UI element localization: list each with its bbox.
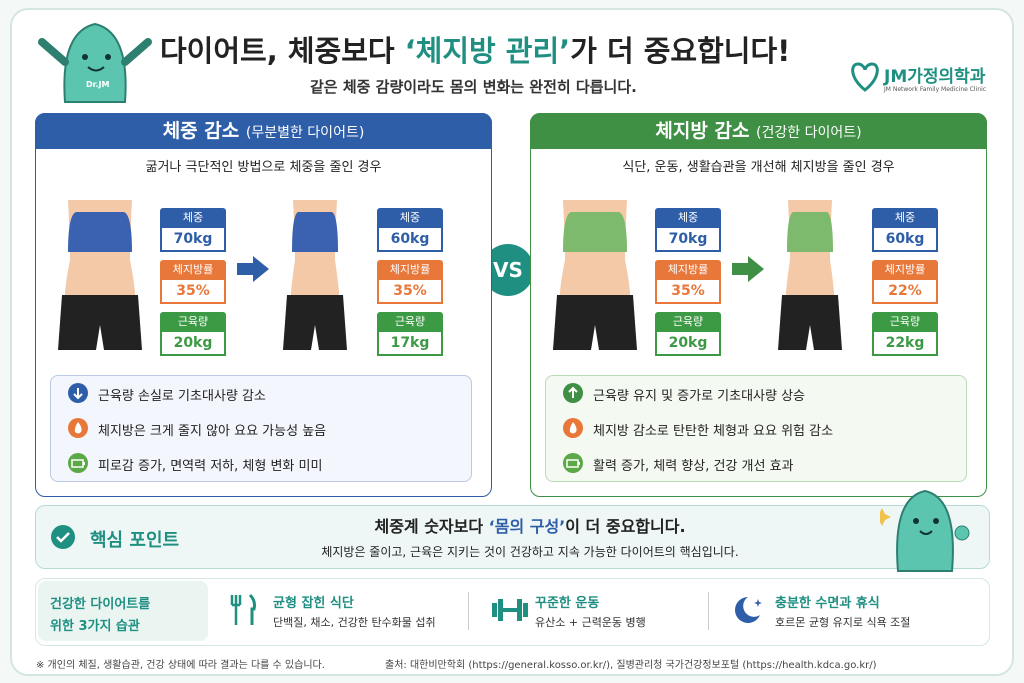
- headline-highlight: ‘몸의 구성’: [488, 517, 566, 536]
- stat-value: 35%: [377, 280, 443, 304]
- divider: [708, 592, 709, 630]
- body-figure: [760, 200, 860, 374]
- stat-value: 70kg: [160, 228, 226, 252]
- body-figure: [545, 200, 645, 374]
- habits-label: 건강한 다이어트를: [50, 597, 151, 612]
- mascot-thumbs: [873, 483, 975, 577]
- effect-icon: [563, 418, 583, 442]
- stat-label: 체지방률: [377, 260, 443, 280]
- panel-header: 체중 감소 (무분별한 다이어트): [35, 113, 492, 149]
- key-point-label: 핵심 포인트: [90, 530, 180, 551]
- habit-icon: [730, 593, 770, 633]
- stat-label: 체지방률: [872, 260, 938, 280]
- habits-label-bg: [38, 581, 208, 641]
- stat-label: 체중: [872, 208, 938, 228]
- effect-icon: [68, 453, 88, 477]
- effect-text: 체지방은 크게 줄지 않아 요요 가능성 높음: [98, 424, 327, 439]
- effect-text: 활력 증가, 체력 향상, 건강 개선 효과: [593, 459, 794, 474]
- effect-text: 근육량 손실로 기초대사량 감소: [98, 389, 266, 404]
- effect-text: 근육량 유지 및 증가로 기초대사량 상승: [593, 389, 806, 404]
- headline-part: 체중계 숫자보다: [374, 517, 489, 536]
- stat-label: 체중: [655, 208, 721, 228]
- title-part: 다이어트, 체중보다: [160, 34, 405, 68]
- mascot: [38, 22, 152, 103]
- stat-label: 체중: [160, 208, 226, 228]
- habit-title: 균형 잡힌 식단: [273, 596, 354, 611]
- check-icon: [50, 524, 76, 554]
- logo-name: JM가정의학과: [884, 67, 986, 87]
- stat-value: 20kg: [655, 332, 721, 356]
- panel-header: 체지방 감소 (건강한 다이어트): [530, 113, 987, 149]
- panel-title: 체지방 감소: [655, 120, 750, 142]
- effect-icon: [563, 453, 583, 477]
- habit-desc: 호르몬 균형 유지로 식욕 조절: [775, 616, 911, 629]
- stat-value: 22%: [872, 280, 938, 304]
- habit-desc: 단백질, 채소, 건강한 탄수화물 섭취: [273, 616, 436, 629]
- panel-title-note: (무분별한 다이어트): [245, 125, 365, 141]
- panel-description: 굶거나 극단적인 방법으로 체중을 줄인 경우: [145, 160, 382, 175]
- key-point-text: 체지방은 줄이고, 근육은 지키는 것이 건강하고 지속 가능한 다이어트의 핵…: [321, 545, 739, 559]
- title: 다이어트, 체중보다 ‘체지방 관리’가 더 중요합니다!: [160, 28, 790, 70]
- effect-text: 피로감 증가, 면역력 저하, 체형 변화 미미: [98, 459, 323, 474]
- title-highlight: ‘체지방 관리’: [404, 34, 571, 68]
- divider: [468, 592, 469, 630]
- footer-note: ※ 개인의 체질, 생활습관, 건강 상태에 따라 결과는 다를 수 있습니다.: [36, 660, 325, 671]
- effect-icon: [68, 418, 88, 442]
- habits-label: 위한 3가지 습관: [50, 619, 140, 634]
- body-figure: [50, 200, 150, 374]
- stat-value: 70kg: [655, 228, 721, 252]
- stat-label: 근육량: [377, 312, 443, 332]
- title-part: 가 더 중요합니다!: [570, 34, 791, 68]
- stat-value: 60kg: [377, 228, 443, 252]
- effect-icon: [563, 383, 583, 407]
- footer-source: 출처: 대한비만학회 (https://general.kosso.or.kr/…: [385, 660, 877, 671]
- habit-title: 꾸준한 운동: [535, 596, 600, 611]
- effect-icon: [68, 383, 88, 407]
- logo-icon: [851, 62, 879, 92]
- stat-label: 체지방률: [160, 260, 226, 280]
- key-point-headline: 체중계 숫자보다 ‘몸의 구성’이 더 중요합니다.: [300, 513, 760, 537]
- mascot-label: Dr.JM: [86, 80, 110, 89]
- arrow: [730, 254, 766, 288]
- effects-box: [545, 375, 967, 482]
- panel-title-note: (건강한 다이어트): [756, 125, 862, 141]
- habit-title: 충분한 수면과 휴식: [775, 596, 880, 611]
- stat-label: 근육량: [872, 312, 938, 332]
- key-point-box: [35, 505, 990, 569]
- habit-icon: [490, 593, 530, 633]
- headline-part: 이 더 중요합니다.: [565, 517, 686, 536]
- panel-description: 식단, 운동, 생활습관을 개선해 체지방을 줄인 경우: [622, 160, 895, 175]
- logo-sub: JM Network Family Medicine Clinic: [884, 86, 987, 93]
- panel-title: 체중 감소: [162, 120, 240, 142]
- stat-label: 체지방률: [655, 260, 721, 280]
- subtitle: 같은 체중 감량이라도 몸의 변화는 완전히 다릅니다.: [310, 78, 637, 96]
- effects-box: [50, 375, 472, 482]
- body-figure: [265, 200, 365, 374]
- effect-text: 체지방 감소로 탄탄한 체형과 요요 위험 감소: [593, 424, 834, 439]
- stat-label: 근육량: [160, 312, 226, 332]
- habit-icon: [228, 593, 268, 633]
- stat-value: 60kg: [872, 228, 938, 252]
- stat-value: 35%: [160, 280, 226, 304]
- stat-value: 35%: [655, 280, 721, 304]
- habit-desc: 유산소 + 근력운동 병행: [535, 616, 646, 629]
- stat-label: 근육량: [655, 312, 721, 332]
- arrow: [235, 254, 271, 288]
- stat-value: 17kg: [377, 332, 443, 356]
- stat-label: 체중: [377, 208, 443, 228]
- stat-value: 22kg: [872, 332, 938, 356]
- stat-value: 20kg: [160, 332, 226, 356]
